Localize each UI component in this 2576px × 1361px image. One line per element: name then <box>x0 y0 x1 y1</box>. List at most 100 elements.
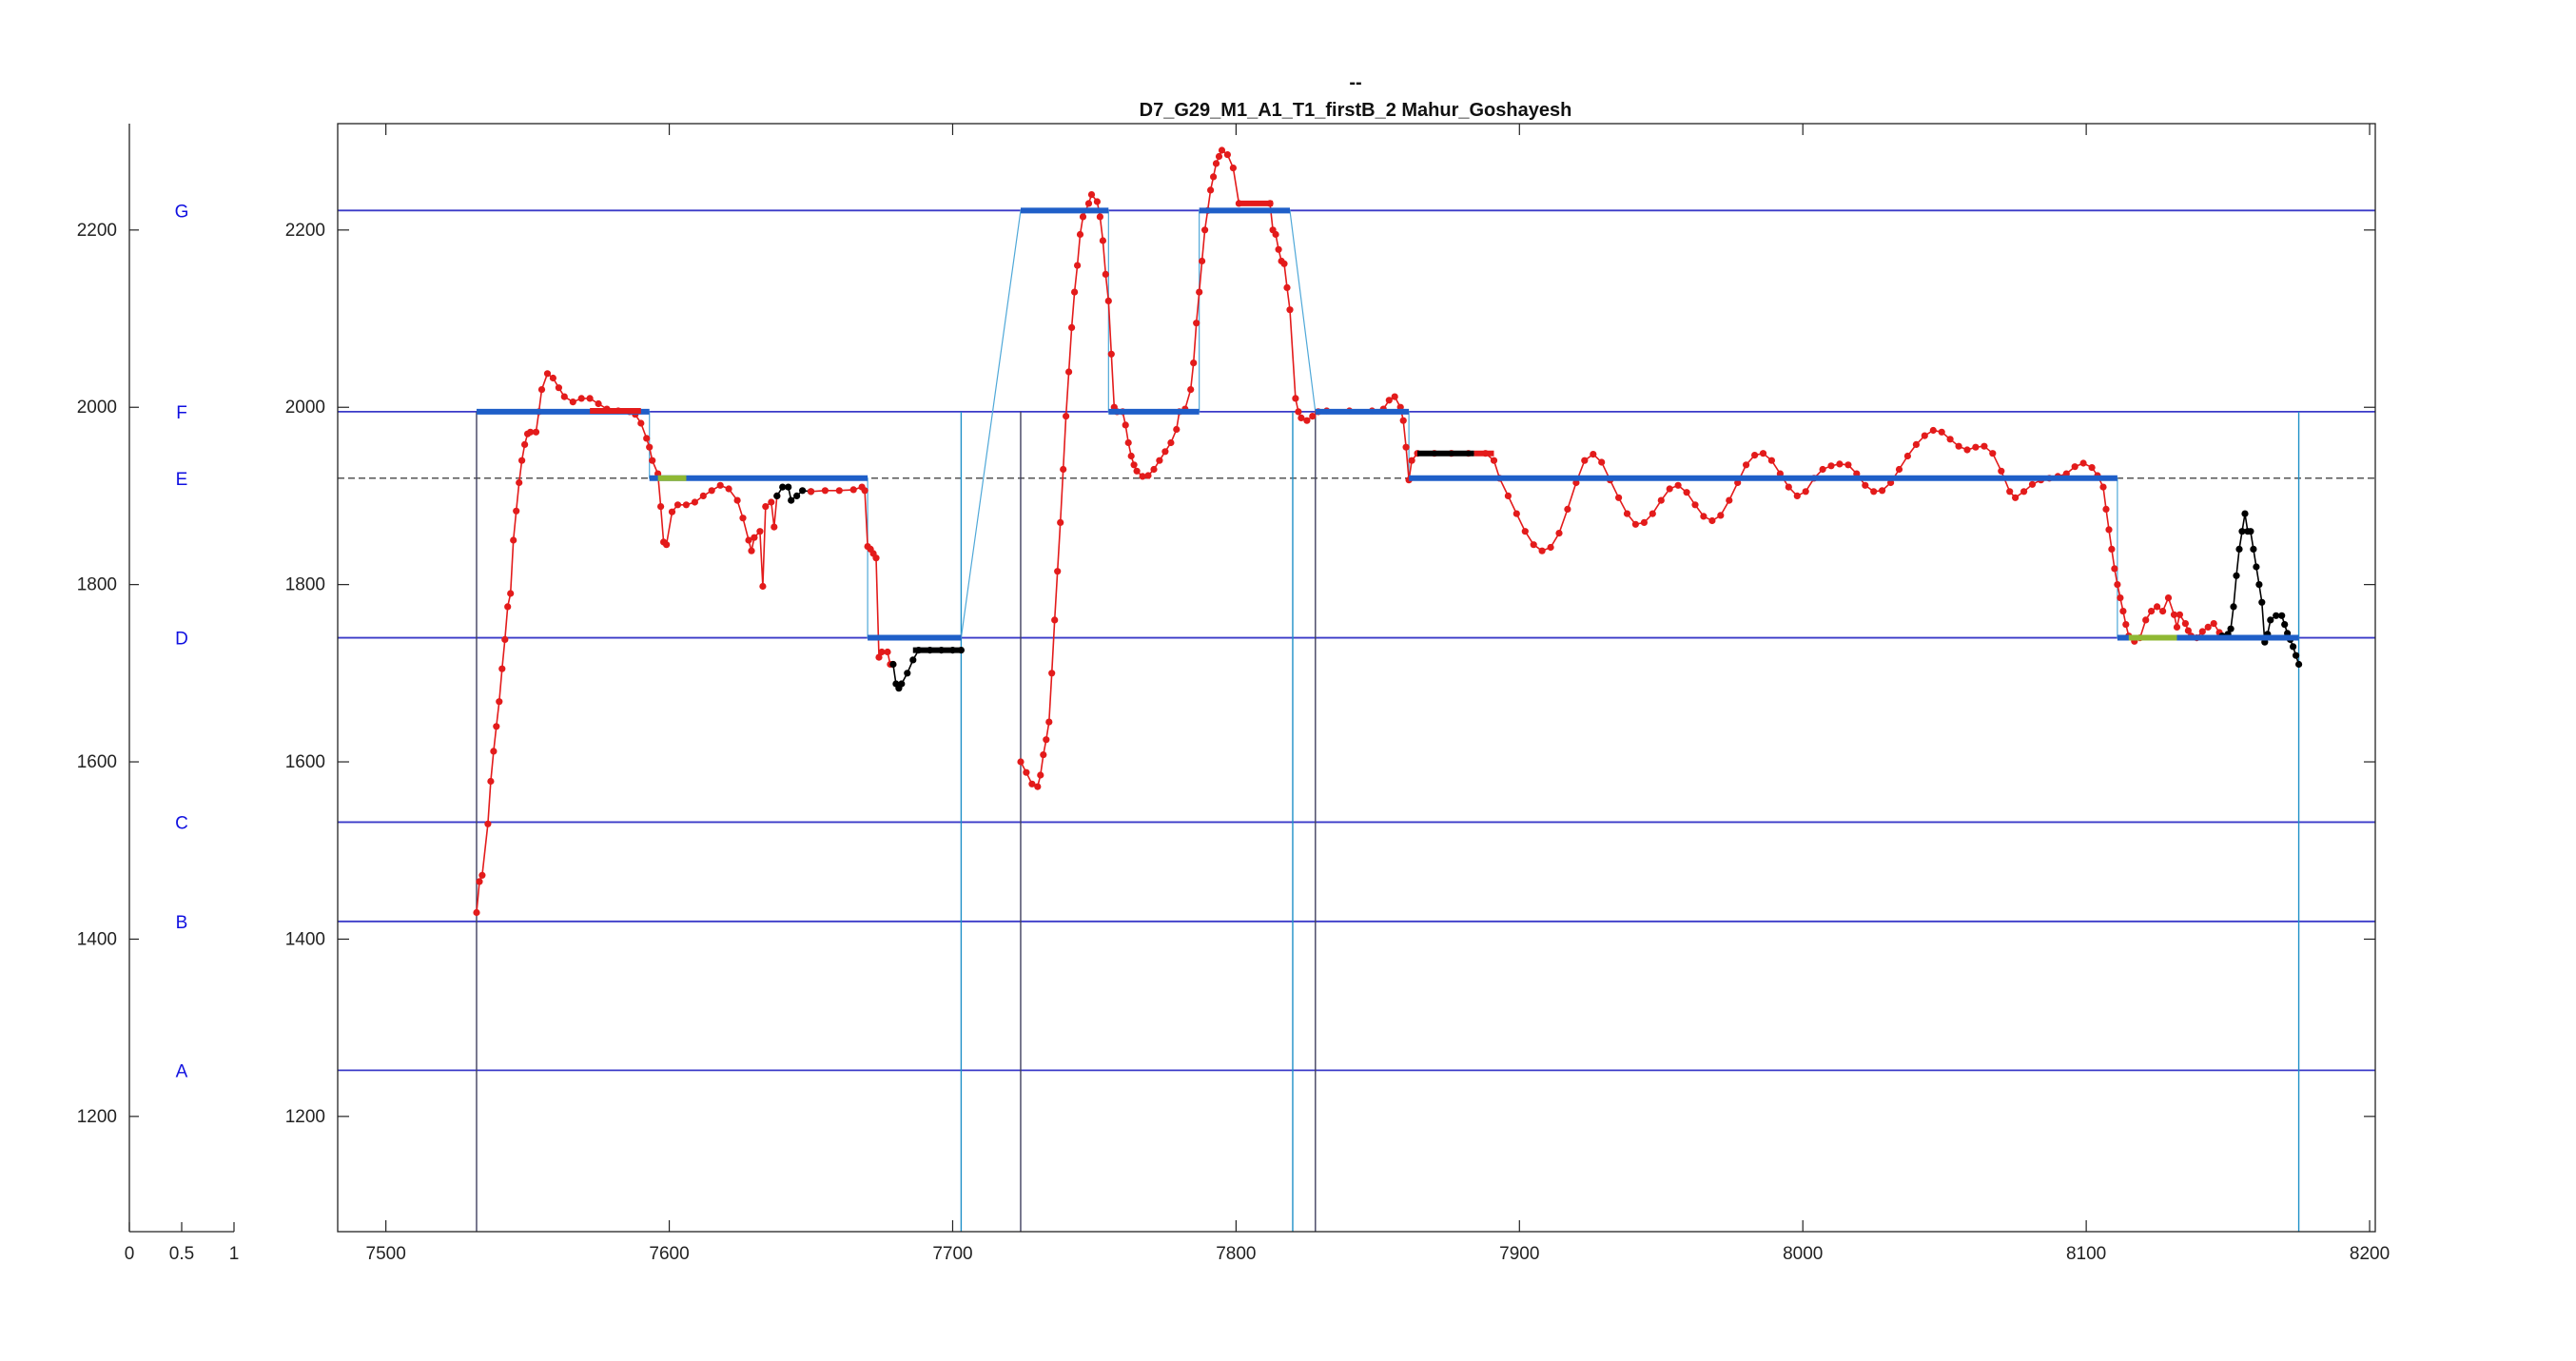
pitch-point <box>560 393 568 400</box>
pitch-point <box>1104 297 1112 304</box>
pitch-point <box>521 440 529 448</box>
pitch-point <box>1623 510 1631 517</box>
pitch-point <box>878 648 886 656</box>
side-y-tick-label: 2000 <box>77 398 117 418</box>
y-tick-label: 2000 <box>285 398 325 418</box>
pitch-point <box>2099 483 2107 491</box>
x-tick-label: 7500 <box>366 1244 406 1264</box>
pitch-point <box>756 528 764 535</box>
pitch-point <box>1071 288 1079 296</box>
pitch-point <box>1819 465 1826 474</box>
pitch-point <box>1144 472 1152 479</box>
pitch-point <box>1068 323 1076 331</box>
pitch-point <box>543 370 552 378</box>
x-tick-label: 8100 <box>2066 1244 2106 1264</box>
pitch-point <box>875 653 883 661</box>
pitch-point <box>2071 463 2078 471</box>
pitch-point <box>788 496 795 504</box>
pitch-point <box>1963 446 1971 454</box>
pitch-point <box>1122 421 1129 429</box>
pitch-point <box>773 492 781 500</box>
pitch-point <box>1223 151 1231 159</box>
pitch-point <box>2159 608 2167 615</box>
pitch-point <box>904 670 911 677</box>
side-y-tick-label: 1600 <box>77 752 117 772</box>
pitch-point <box>768 498 775 506</box>
pitch-point <box>1399 417 1407 424</box>
pitch-point <box>1212 160 1220 167</box>
pitch-curve-line <box>1498 429 2223 643</box>
pitch-point <box>496 698 503 706</box>
note-step-outline <box>476 209 2299 639</box>
pitch-point <box>2230 603 2237 611</box>
pitch-point <box>799 487 807 495</box>
pitch-point <box>498 665 506 672</box>
pitch-point <box>2119 608 2127 615</box>
pitch-point <box>1201 226 1209 234</box>
pitch-point <box>1921 432 1928 439</box>
pitch-point <box>1190 360 1198 367</box>
pitch-point <box>849 486 857 494</box>
pitch-point <box>484 820 492 827</box>
pitch-point <box>1161 448 1169 456</box>
pitch-point <box>1309 413 1317 420</box>
pitch-point <box>1929 426 1937 435</box>
pitch-point <box>2258 598 2266 606</box>
pitch-point <box>1581 457 1589 464</box>
pitch-point <box>872 554 880 562</box>
pitch-point <box>1054 568 1062 575</box>
pitch-point <box>1084 200 1093 207</box>
pitch-point <box>473 908 480 917</box>
y-tick-label: 1400 <box>285 929 325 949</box>
pitch-point <box>691 498 699 506</box>
pitch-point <box>1972 443 1980 451</box>
pitch-point <box>1903 452 1911 460</box>
y-tick-label: 2200 <box>285 221 325 241</box>
x-tick-label: 7700 <box>932 1244 972 1264</box>
x-tick-label: 7900 <box>1499 1244 1539 1264</box>
pitch-point <box>889 660 897 669</box>
pitch-point <box>1870 488 1878 496</box>
pitch-point <box>716 481 724 489</box>
side-x-tick-label: 0 <box>125 1244 135 1264</box>
pitch-point <box>1691 501 1699 509</box>
pitch-point <box>2148 608 2156 615</box>
pitch-point <box>2117 594 2124 602</box>
pitch-point <box>1547 543 1554 552</box>
pitch-point <box>2255 581 2263 589</box>
pitch-point <box>2108 545 2116 554</box>
pitch-point <box>1708 516 1716 525</box>
pitch-point <box>1490 457 1498 464</box>
pitch-point <box>1879 487 1886 495</box>
pitch-point <box>1385 397 1393 404</box>
pitch-point <box>1649 510 1656 517</box>
pitch-curve-line <box>1020 148 1501 788</box>
pitch-point <box>2278 612 2286 619</box>
pitch-point <box>793 492 801 500</box>
chart-title-group: -- D7_G29_M1_A1_T1_firstB_2 Mahur_Goshay… <box>1140 72 1572 121</box>
pitch-point <box>476 878 483 885</box>
side-y-tick-label: 1400 <box>77 929 117 949</box>
pitch-point <box>2114 581 2121 589</box>
pitch-point <box>1767 457 1775 464</box>
pitch-point <box>549 374 557 382</box>
pitch-point <box>909 656 917 664</box>
pitch-point <box>1938 428 1945 436</box>
side-y-tick-label: 1200 <box>77 1107 117 1127</box>
pitch-point <box>586 395 594 402</box>
pitch-point <box>2253 563 2260 571</box>
pitch-point <box>1193 320 1200 327</box>
pitch-point <box>2290 643 2297 651</box>
pitch-point <box>2154 603 2161 611</box>
pitch-point <box>518 457 526 464</box>
pitch-point <box>532 428 540 436</box>
x-tick-label: 7600 <box>649 1244 689 1264</box>
pitch-point <box>510 536 517 544</box>
pitch-point <box>1955 442 1962 450</box>
pitch-point <box>2198 628 2206 635</box>
pitch-point <box>1074 262 1082 269</box>
pitch-point <box>1946 436 1954 443</box>
pitch-point <box>507 590 515 597</box>
pitch-point <box>1666 485 1673 493</box>
